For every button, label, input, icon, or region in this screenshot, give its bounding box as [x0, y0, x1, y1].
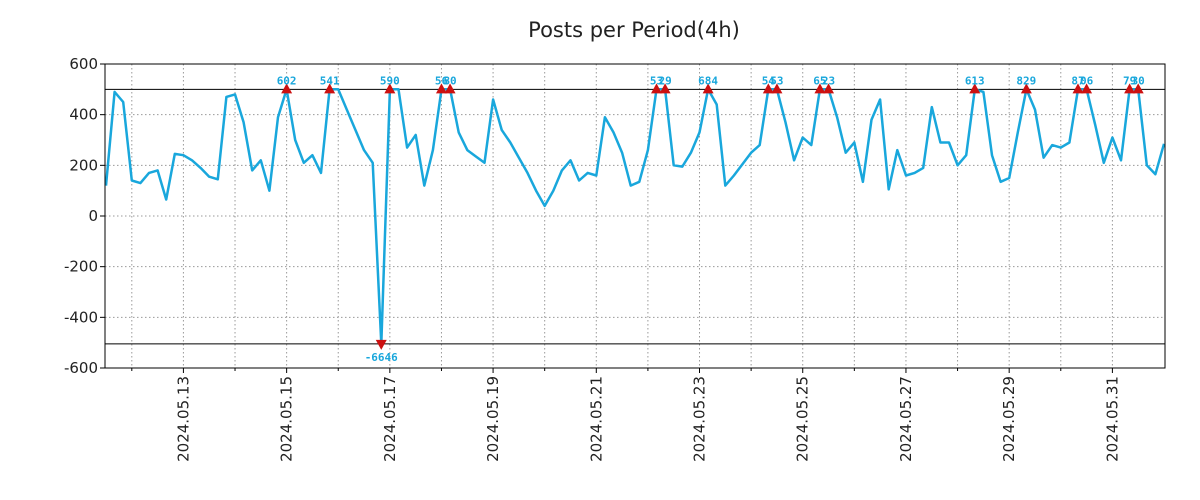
- peak-label: 829: [1016, 74, 1036, 87]
- peak-marker: [969, 83, 981, 94]
- peak-label: 80: [443, 74, 456, 87]
- peak-marker: [1020, 83, 1032, 94]
- peak-label: 53: [770, 74, 783, 87]
- peak-marker: [762, 83, 774, 94]
- x-tick-label: 2024.05.19: [484, 376, 502, 462]
- peak-label: 602: [277, 74, 297, 87]
- y-tick-label: 0: [88, 207, 98, 225]
- peak-label: 53: [650, 74, 663, 87]
- peak-marker: [1132, 83, 1144, 94]
- peak-marker: [814, 83, 826, 94]
- y-tick-label: -600: [64, 359, 98, 377]
- peak-marker: [1124, 83, 1136, 94]
- peak-label: 54: [762, 74, 776, 87]
- peak-label: 613: [965, 74, 985, 87]
- peak-marker: [435, 83, 447, 94]
- x-tick-label: 2024.05.23: [691, 376, 709, 462]
- peak-label: 29: [658, 74, 671, 87]
- chart-title: Posts per Period(4h): [528, 18, 740, 42]
- peak-label: 06: [1080, 74, 1094, 87]
- x-tick-label: 2024.05.29: [1000, 376, 1018, 462]
- peak-marker: [384, 83, 396, 94]
- grid: [105, 64, 1165, 368]
- x-tick-label: 2024.05.21: [587, 376, 605, 462]
- peak-marker: [823, 83, 835, 94]
- peak-marker: [771, 83, 783, 94]
- series-line-posts: [104, 88, 1166, 346]
- peak-label: 79: [1123, 74, 1136, 87]
- y-tick-label: 200: [69, 156, 98, 174]
- y-tick-label: -400: [64, 308, 98, 326]
- peak-label: 590: [380, 74, 400, 87]
- y-tick-label: 600: [69, 55, 98, 73]
- x-tick-label: 2024.05.17: [381, 376, 399, 462]
- threshold-lines: [105, 88, 1165, 345]
- trough-marker: [375, 339, 387, 350]
- peak-marker: [1072, 83, 1084, 94]
- trough-label: -6646: [365, 351, 398, 364]
- peak-label: 23: [822, 74, 835, 87]
- x-tick-label: 2024.05.27: [897, 376, 915, 462]
- peak-label: 65: [813, 74, 826, 87]
- peak-label: 684: [698, 74, 718, 87]
- y-tick-label: -200: [64, 258, 98, 276]
- x-axis: 2024.05.13 2024.05.15 2024.05.17 2024.05.19…: [131, 368, 1121, 462]
- x-tick-label: 2024.05.31: [1103, 376, 1121, 462]
- peak-marker: [1081, 83, 1093, 94]
- peak-markers: [281, 83, 1144, 350]
- peak-label: 87: [1071, 74, 1084, 87]
- peak-marker: [281, 83, 293, 94]
- peak-label: 541: [320, 74, 340, 87]
- peak-marker: [659, 83, 671, 94]
- peak-marker: [651, 83, 663, 94]
- x-tick-label: 2024.05.25: [794, 376, 812, 462]
- peak-label: 56: [435, 74, 449, 87]
- y-tick-label: 400: [69, 106, 98, 124]
- peak-marker: [324, 83, 336, 94]
- y-axis: 600 400 200 0 -200 -400 -600: [64, 55, 105, 377]
- peak-label: 30: [1132, 74, 1145, 87]
- peak-marker: [444, 83, 456, 94]
- x-tick-label: 2024.05.15: [278, 376, 296, 462]
- x-tick-label: 2024.05.13: [174, 376, 192, 462]
- peak-marker: [702, 83, 714, 94]
